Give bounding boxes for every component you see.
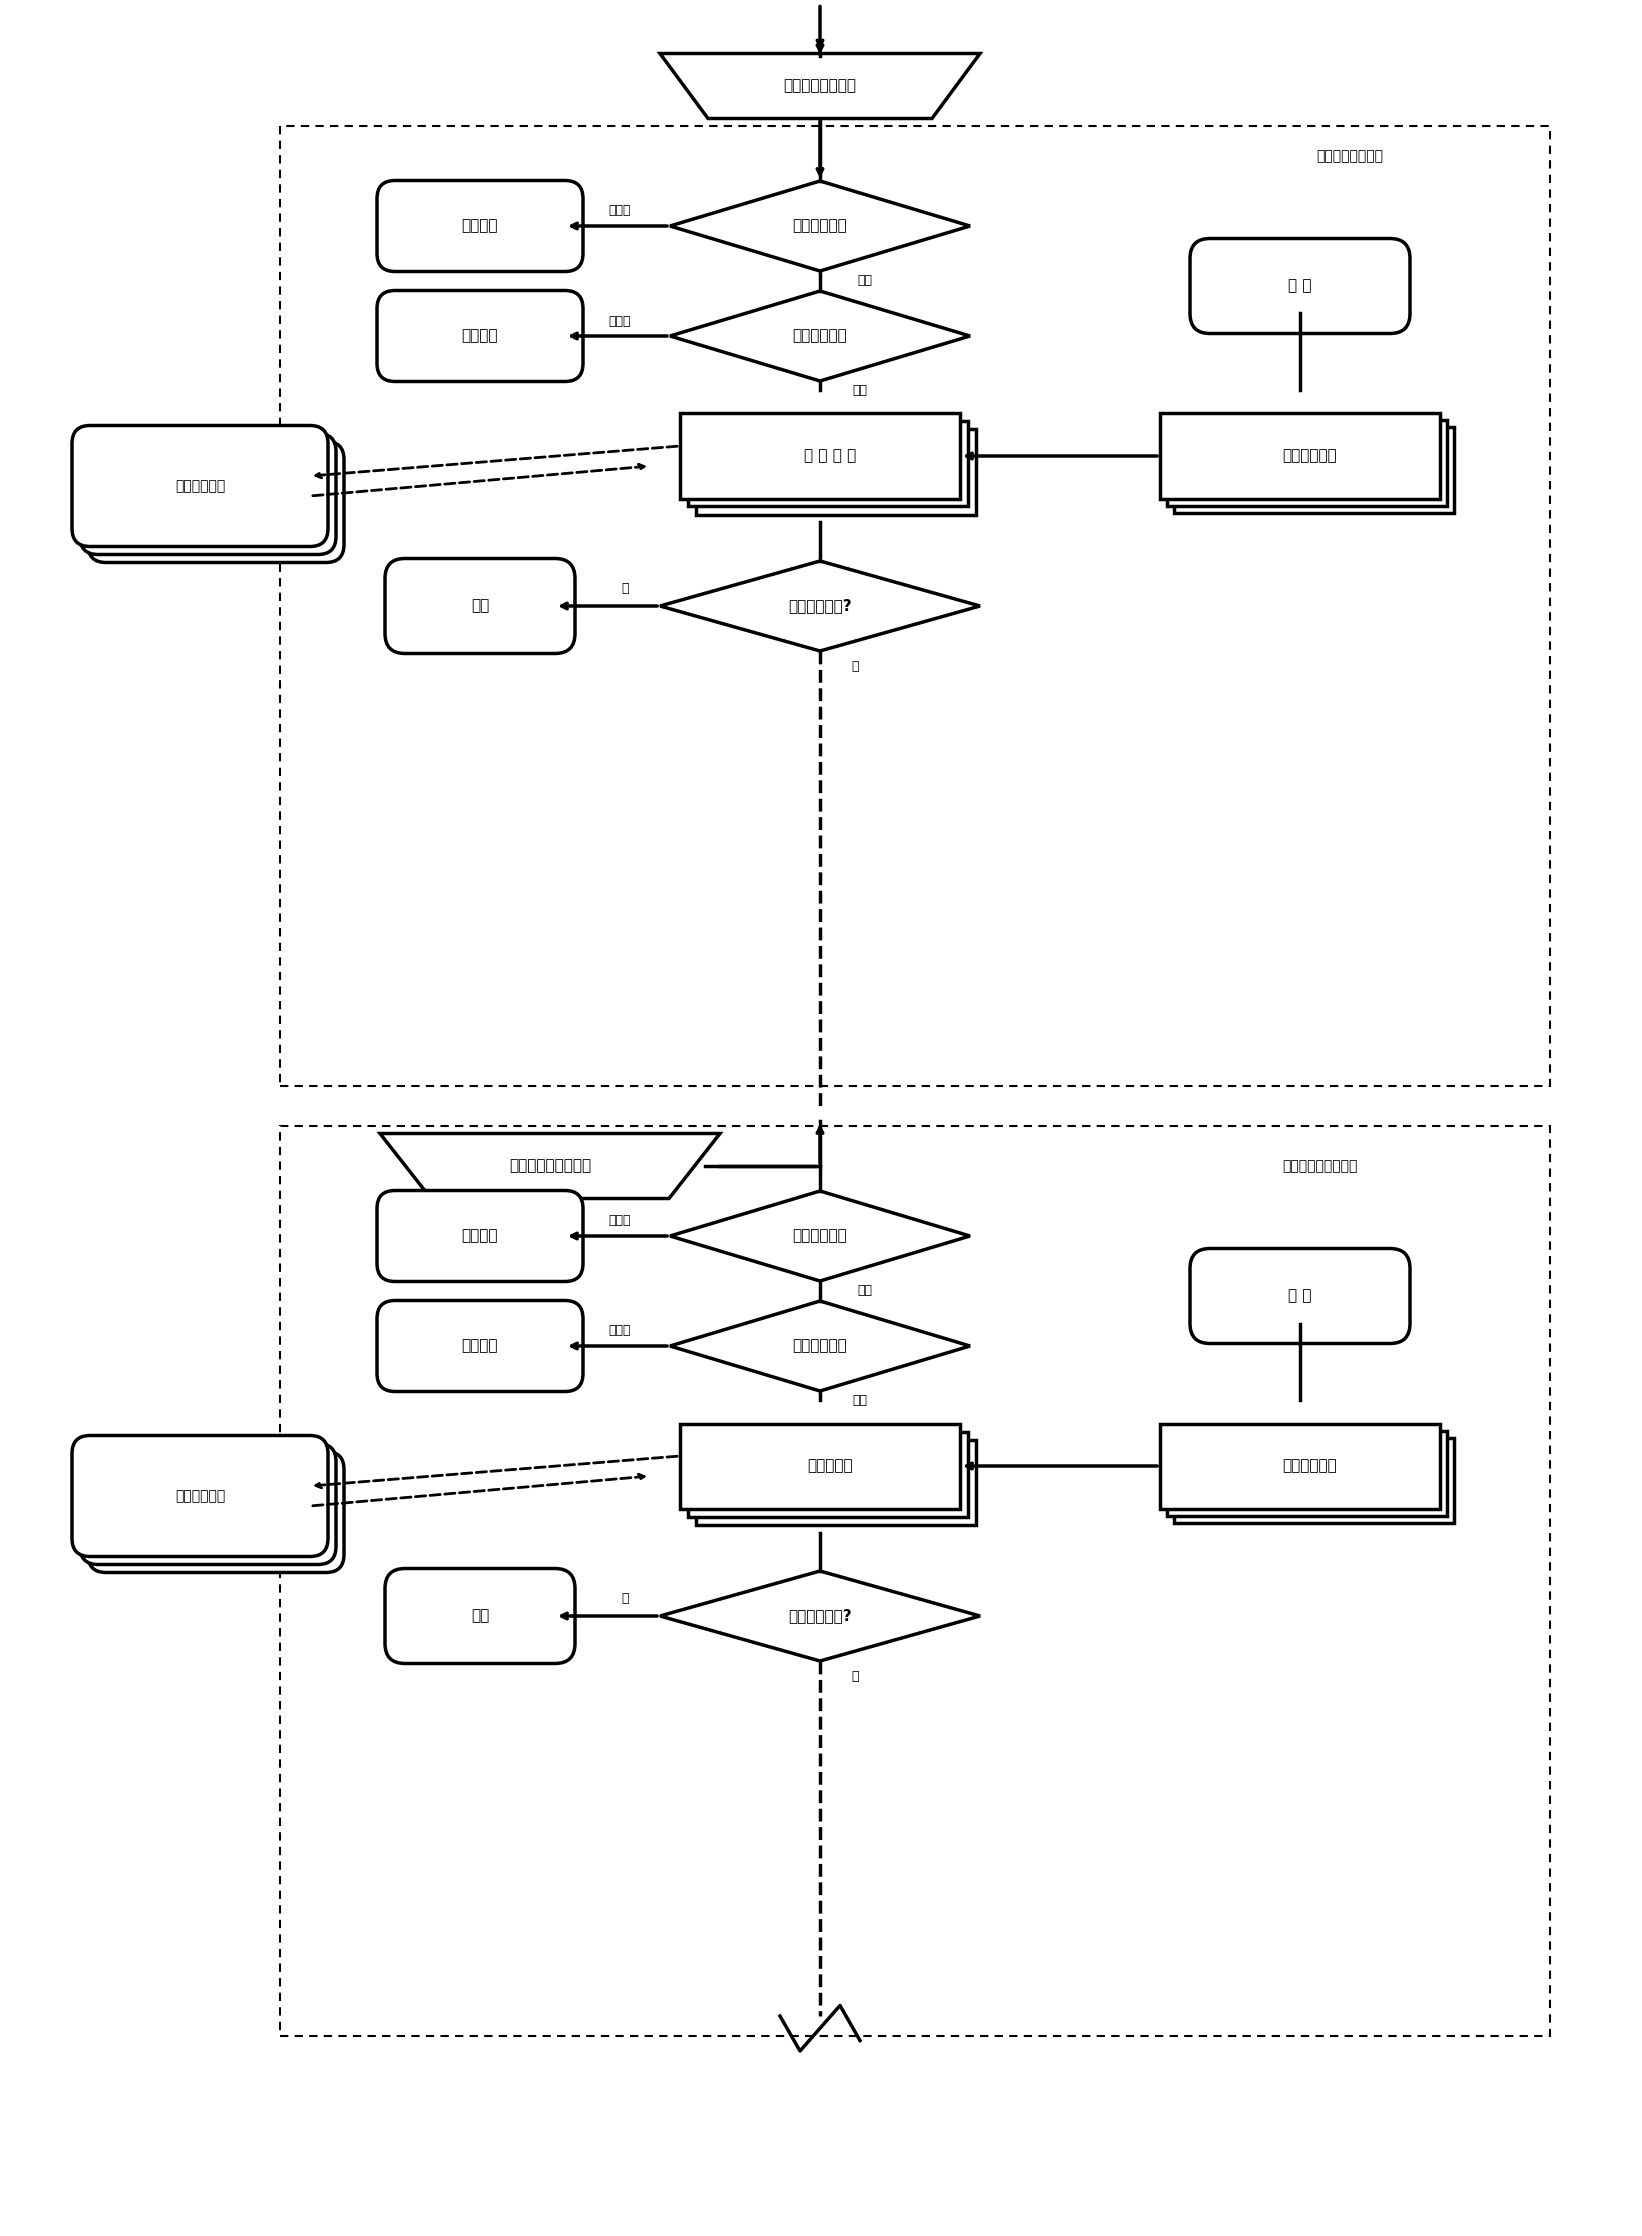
Text: 催化剂加监视: 催化剂加监视 — [176, 1489, 225, 1503]
Text: 纯水加入单元仪表: 纯水加入单元仪表 — [1317, 150, 1384, 163]
Text: 满足: 满足 — [857, 1283, 872, 1297]
FancyBboxPatch shape — [378, 1190, 583, 1281]
Text: 批量约束判断: 批量约束判断 — [793, 219, 847, 233]
FancyBboxPatch shape — [80, 1444, 337, 1565]
Text: 工艺条件判断: 工艺条件判断 — [793, 329, 847, 344]
Polygon shape — [379, 1134, 719, 1198]
FancyBboxPatch shape — [72, 425, 328, 546]
Bar — [680, 1424, 961, 1509]
Text: 催化剂自动加?: 催化剂自动加? — [788, 599, 852, 613]
Text: 提示: 提示 — [471, 1608, 489, 1623]
Text: 满足: 满足 — [852, 385, 867, 398]
Text: 纯水加入停止: 纯水加入停止 — [1282, 449, 1337, 463]
Bar — [1159, 1424, 1440, 1509]
Text: 催化剂加入: 催化剂加入 — [808, 1458, 852, 1474]
Text: 否: 否 — [621, 1592, 629, 1605]
Text: 错误提示: 错误提示 — [461, 1339, 498, 1353]
Text: 满足: 满足 — [857, 275, 872, 288]
Text: 批量约束判断: 批量约束判断 — [793, 1228, 847, 1243]
FancyBboxPatch shape — [378, 1301, 583, 1391]
Polygon shape — [660, 561, 980, 651]
Text: 错误提示: 错误提示 — [461, 219, 498, 233]
Text: 否: 否 — [621, 581, 629, 595]
Text: 纯 水 加 入: 纯 水 加 入 — [805, 449, 855, 463]
FancyBboxPatch shape — [378, 181, 583, 271]
Polygon shape — [670, 1192, 970, 1281]
Text: 是: 是 — [851, 1670, 859, 1681]
Text: 急 停: 急 停 — [1289, 1288, 1312, 1304]
Text: 急 停: 急 停 — [1289, 280, 1312, 293]
Bar — [1167, 420, 1447, 505]
Text: 纯水加入手动启动: 纯水加入手动启动 — [783, 78, 857, 94]
Text: 不满足: 不满足 — [609, 1214, 631, 1228]
Bar — [1159, 414, 1440, 499]
FancyBboxPatch shape — [384, 559, 575, 653]
Text: 不满足: 不满足 — [609, 315, 631, 326]
FancyBboxPatch shape — [80, 434, 337, 555]
Bar — [688, 423, 969, 508]
Text: 错误提示: 错误提示 — [461, 1228, 498, 1243]
Bar — [281, 1127, 1550, 2037]
Text: 不满足: 不满足 — [609, 1324, 631, 1337]
Text: 催化剂加入手动启动: 催化剂加入手动启动 — [509, 1158, 591, 1174]
Text: 提示: 提示 — [471, 599, 489, 613]
Bar — [1167, 1431, 1447, 1516]
Bar — [696, 429, 975, 514]
Polygon shape — [670, 291, 970, 380]
Polygon shape — [660, 54, 980, 119]
Bar — [1174, 427, 1455, 512]
Text: 催化剂加停止: 催化剂加停止 — [1282, 1458, 1337, 1474]
FancyBboxPatch shape — [1190, 1248, 1410, 1344]
FancyBboxPatch shape — [1190, 239, 1410, 333]
Polygon shape — [670, 181, 970, 271]
Bar — [688, 1431, 969, 1516]
FancyBboxPatch shape — [72, 1436, 328, 1556]
Bar — [1174, 1438, 1455, 1523]
Bar — [696, 1440, 975, 1525]
Text: 纯水加入监视: 纯水加入监视 — [176, 479, 225, 492]
Bar — [281, 125, 1550, 1087]
Polygon shape — [670, 1301, 970, 1391]
Text: 催化剂加入单元仪表: 催化剂加入单元仪表 — [1282, 1158, 1358, 1174]
FancyBboxPatch shape — [89, 1451, 345, 1572]
Bar — [680, 414, 961, 499]
Text: 满足: 满足 — [852, 1395, 867, 1406]
FancyBboxPatch shape — [378, 291, 583, 382]
Text: 是: 是 — [851, 660, 859, 673]
Text: 不满足: 不满足 — [609, 203, 631, 217]
Text: 工艺条件判断: 工艺条件判断 — [793, 1339, 847, 1353]
FancyBboxPatch shape — [89, 440, 345, 563]
FancyBboxPatch shape — [384, 1567, 575, 1664]
Text: 错误提示: 错误提示 — [461, 329, 498, 344]
Text: 批量过程自动?: 批量过程自动? — [788, 1608, 852, 1623]
Polygon shape — [660, 1572, 980, 1661]
